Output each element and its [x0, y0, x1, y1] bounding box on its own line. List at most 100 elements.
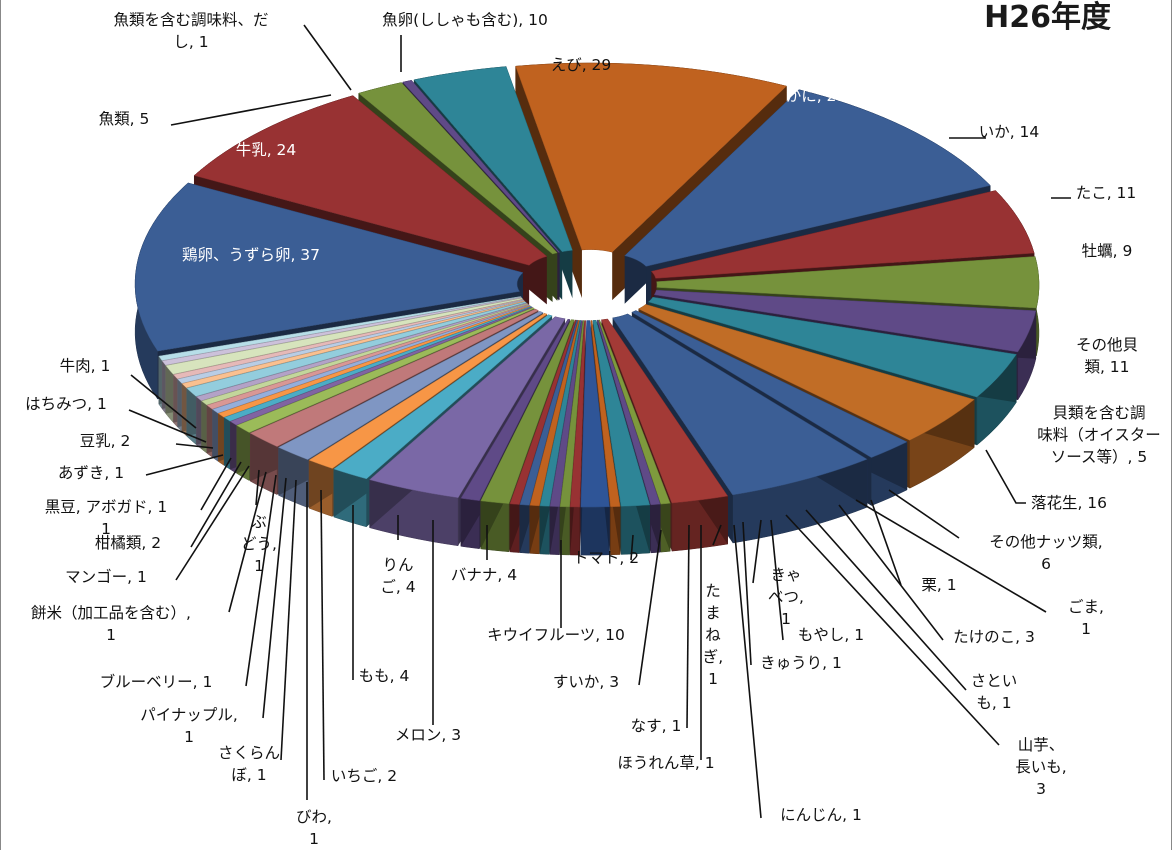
data-label: にんじん, 1 — [780, 806, 862, 824]
slice-top-face — [590, 320, 621, 508]
leader-line — [870, 499, 902, 586]
leader-line — [175, 443, 214, 449]
data-label: キウイフルーツ, 10 — [487, 626, 625, 644]
slice-side-wall — [580, 506, 610, 556]
slice-top-face — [624, 89, 991, 267]
slice-top-face — [358, 82, 558, 255]
slice-top-face — [211, 304, 531, 414]
slice-top-face — [656, 256, 1040, 309]
slice-top-face — [519, 319, 579, 506]
slice-top-face — [601, 318, 729, 504]
data-label: トマト, 2 — [573, 549, 639, 567]
data-label: かに, 29 — [786, 87, 847, 105]
leader-line — [320, 489, 325, 781]
leader-line — [190, 461, 242, 548]
slice-top-face — [236, 307, 535, 433]
data-label: ほうれん草, 1 — [617, 754, 714, 772]
slice-top-face — [529, 320, 580, 507]
slice-top-face — [229, 306, 534, 426]
data-label: さくらんぼ, 1 — [218, 744, 280, 784]
leader-line — [638, 529, 662, 686]
data-label: えび, 29 — [551, 56, 612, 74]
slice-top-face — [195, 302, 528, 402]
slice-top-face — [206, 304, 530, 410]
data-label: びわ, 1 — [296, 808, 332, 848]
data-label: 牛乳, 24 — [236, 141, 297, 159]
data-label: 貝類を含む調味料（オイスターソース等）, 5 — [1037, 404, 1161, 466]
leader-line — [200, 457, 232, 511]
leader-line — [630, 534, 634, 561]
slice-top-face — [134, 182, 524, 352]
leader-line — [262, 477, 287, 719]
data-label: 栗, 1 — [921, 576, 956, 594]
leader-line — [742, 521, 752, 666]
slice-top-face — [460, 318, 571, 501]
data-label: いか, 14 — [979, 123, 1040, 141]
slice-top-face — [592, 319, 651, 507]
leader-line — [855, 499, 1047, 613]
slice-top-face — [402, 80, 561, 253]
data-label: 魚類を含む調味料、だし, 1 — [113, 11, 268, 51]
slice-top-face — [509, 319, 577, 505]
leader-line — [228, 471, 267, 613]
data-label: たけのこ, 3 — [953, 628, 1035, 646]
data-label: その他ナッツ類, 6 — [989, 533, 1102, 573]
leader-line — [245, 474, 277, 687]
slice-top-face — [650, 190, 1035, 279]
labels-group: えび, 29 かに, 29 いか, 14 たこ, 11 牡蠣, 9 その他貝類, 11 貝類… — [25, 11, 1161, 848]
leader-line — [770, 519, 784, 641]
data-label: ごま, 1 — [1068, 598, 1104, 638]
slice-top-face — [539, 320, 582, 507]
leader-line — [752, 519, 762, 584]
data-label: ブルーベリー, 1 — [100, 672, 213, 691]
slice-top-face — [515, 62, 788, 253]
slice-top-face — [598, 319, 671, 505]
data-label: 落花生, 16 — [1031, 494, 1107, 512]
leader-line — [888, 489, 960, 539]
data-label: 魚類, 5 — [99, 110, 150, 128]
data-label: パイナップル, 1 — [140, 706, 238, 746]
leader-line — [145, 454, 224, 476]
data-label: たまねぎ, 1 — [703, 582, 723, 688]
data-label: あずき, 1 — [58, 464, 124, 482]
slice-top-face — [161, 296, 523, 366]
data-label: さといも, 1 — [971, 672, 1018, 712]
slice-top-face — [480, 319, 575, 505]
data-label: たこ, 11 — [1076, 184, 1137, 202]
data-label: 牡蠣, 9 — [1082, 242, 1133, 260]
slice-top-face — [181, 300, 526, 389]
data-label: いちご, 2 — [331, 767, 397, 785]
slice-top-face — [186, 301, 527, 397]
data-label: 魚卵(ししゃも含む), 10 — [382, 11, 548, 29]
leader-line — [985, 449, 1026, 504]
data-label: 山芋、長いも, 3 — [1015, 736, 1066, 798]
slice-top-face — [308, 312, 548, 469]
slice-top-face — [569, 320, 586, 508]
leader-line — [686, 524, 690, 729]
slice-top-face — [559, 320, 585, 508]
data-label: 鶏卵、うずら卵, 37 — [182, 246, 320, 264]
data-label: きゃべつ, 1 — [768, 566, 804, 628]
data-label: なす, 1 — [631, 717, 682, 735]
pie-slice-山芋、長いも — [580, 320, 610, 556]
slice-top-face — [165, 297, 524, 375]
slices-group — [134, 62, 1040, 556]
data-label: その他貝類, 11 — [1076, 336, 1138, 376]
chart-title: H26年度 — [984, 0, 1111, 35]
slice-top-face — [249, 308, 539, 447]
slice-top-face — [612, 313, 868, 496]
data-label: ぶどう, 1 — [241, 513, 277, 575]
data-label: きゅうり, 1 — [760, 654, 842, 672]
slice-top-face — [177, 299, 525, 384]
data-label: 牛肉, 1 — [60, 357, 111, 375]
slice-top-face — [277, 311, 544, 460]
data-label: もも, 4 — [359, 667, 410, 685]
slice-top-face — [647, 296, 1017, 398]
slice-top-face — [223, 306, 533, 422]
data-label: すいか, 3 — [553, 673, 619, 691]
slice-top-face — [580, 320, 610, 508]
leader-line — [712, 524, 722, 546]
data-label: 豆乳, 2 — [80, 432, 131, 450]
